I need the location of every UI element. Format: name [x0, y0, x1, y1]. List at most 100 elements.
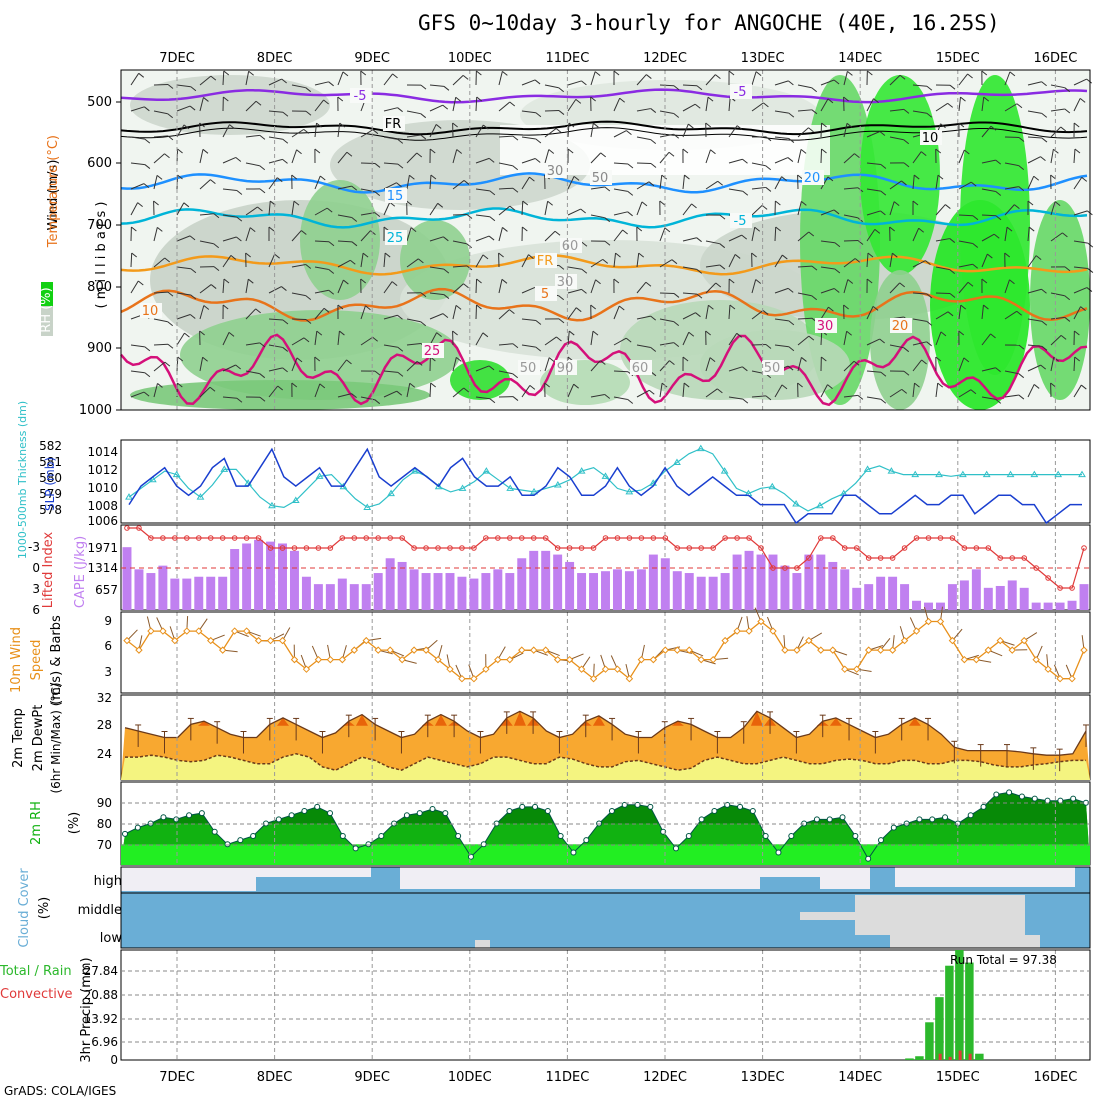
wind-barb	[682, 266, 697, 270]
wind-barb	[912, 84, 927, 87]
cape-bar	[720, 573, 730, 610]
wind-barb	[751, 204, 763, 216]
wind-barb-flag	[274, 253, 280, 259]
wind-barb	[337, 279, 344, 294]
contour-label-bg	[890, 318, 912, 333]
lifted-index-marker	[841, 545, 848, 551]
wind-barb	[475, 124, 484, 138]
wind-barb	[429, 313, 444, 320]
wind-barb	[1004, 310, 1017, 320]
wind-barb	[866, 252, 869, 268]
wind-barb	[291, 128, 305, 138]
cape-bar	[780, 565, 790, 610]
wind-barb-flag	[268, 226, 275, 232]
thickness-marker	[982, 470, 991, 478]
precip-tick: 0	[110, 1053, 118, 1067]
wind-barb-flag	[821, 122, 827, 128]
wind-barb-flag	[673, 113, 680, 118]
temp-peak-fill	[197, 711, 921, 726]
thickness-marker	[363, 503, 372, 510]
wind-barb	[866, 229, 876, 242]
cape-bar	[1079, 584, 1089, 610]
rh-marker	[1044, 797, 1051, 804]
wind-barb	[590, 331, 594, 346]
wind-barb	[314, 207, 328, 216]
cape-bar	[433, 573, 443, 610]
wind10-marker	[793, 646, 801, 654]
date-tick-bottom: 12DEC	[643, 1070, 687, 1085]
rh-marker	[826, 816, 833, 823]
wind-barb	[705, 388, 718, 398]
contour-label-bg	[590, 170, 612, 185]
wind-barb-flag	[958, 330, 965, 336]
wind-barb	[912, 228, 920, 242]
thickness-marker	[220, 465, 229, 472]
wind-barb	[567, 288, 582, 294]
cape-tick: 1971	[87, 541, 118, 555]
wind-barb	[935, 311, 949, 320]
wind-barb-flag	[719, 214, 726, 220]
upper-temp-label: Temperature (°C)	[46, 135, 61, 248]
wind-barb-flag	[970, 389, 977, 395]
wind-barb-flag	[509, 309, 515, 315]
wind-barb	[383, 107, 398, 112]
wind-barb	[1050, 292, 1065, 297]
lifted-index-marker	[722, 535, 728, 541]
cape-bar	[1031, 602, 1041, 610]
wind-barb	[981, 367, 996, 372]
wind-barb-flag	[397, 314, 403, 320]
wind-barb-flag	[695, 312, 701, 318]
wind-barb	[613, 98, 621, 112]
wind-barb	[199, 357, 204, 372]
contour-label: 50	[592, 171, 609, 186]
wind-barb-flag	[1073, 122, 1080, 128]
wind-barb	[406, 258, 419, 268]
wind-barb	[452, 283, 464, 294]
wind-barb	[935, 383, 939, 398]
thickness-marker	[887, 467, 896, 474]
wind-barb-flag	[960, 304, 967, 310]
wind-barb	[613, 305, 620, 320]
wind-barb-flag	[1079, 98, 1086, 103]
wind-barb	[406, 152, 418, 164]
wind-barb-flag	[1014, 204, 1020, 210]
wind-barb-flag	[673, 133, 680, 139]
wind-barb	[199, 240, 214, 245]
cape-bar	[852, 587, 862, 610]
wind-barb	[958, 214, 974, 217]
wind10-marker	[506, 655, 514, 664]
wind-barb-flag	[138, 72, 145, 78]
wind-barb	[1050, 84, 1065, 89]
wind-barb	[958, 389, 972, 398]
wind-barb-flag	[880, 164, 887, 169]
wind-barb	[406, 134, 421, 138]
wind-barb-flag	[728, 70, 735, 76]
wind-barb	[1027, 176, 1035, 190]
wind-barb-flag	[230, 255, 237, 260]
wind-barb-flag	[351, 241, 358, 247]
wind-barb	[291, 84, 306, 89]
rh-marker	[980, 803, 987, 810]
rh-line	[124, 791, 1087, 860]
contour-label: 60	[562, 239, 579, 254]
wind-barb-flag	[489, 216, 496, 222]
cape-bar	[553, 554, 563, 610]
cape-bar	[481, 573, 491, 610]
contour-label: 30	[817, 319, 834, 334]
lifted-index-marker	[746, 535, 752, 541]
panel-frame	[120, 611, 1091, 694]
wind-barb-flag	[833, 209, 840, 215]
wind10-marker	[338, 655, 347, 664]
wind-barb-flag	[671, 259, 678, 265]
wind10-marker	[601, 665, 610, 673]
wind-barb-flag	[594, 71, 601, 77]
date-tick-top: 10DEC	[448, 51, 492, 66]
wind-barb	[291, 201, 295, 216]
wind-barb	[567, 331, 570, 346]
rh-shade	[1030, 200, 1090, 400]
chart-title: GFS 0~10day 3-hourly for ANGOCHE (40E, 1…	[418, 11, 1000, 35]
wind-barb-flag	[775, 226, 782, 232]
cape-bar	[636, 569, 646, 610]
wind10-marker	[314, 655, 323, 664]
wind-barb-flag	[866, 278, 873, 284]
